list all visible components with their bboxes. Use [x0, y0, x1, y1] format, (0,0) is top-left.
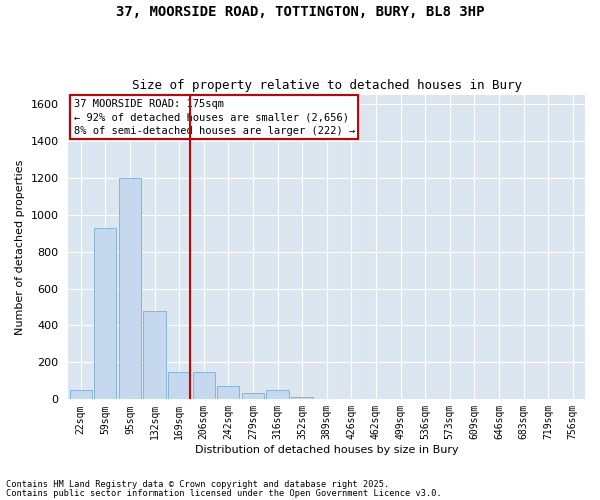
Text: 37, MOORSIDE ROAD, TOTTINGTON, BURY, BL8 3HP: 37, MOORSIDE ROAD, TOTTINGTON, BURY, BL8…	[116, 5, 484, 19]
Bar	[143, 310, 166, 400]
Bar	[266, 390, 289, 400]
Title: Size of property relative to detached houses in Bury: Size of property relative to detached ho…	[132, 79, 522, 92]
Bar	[242, 393, 264, 400]
Y-axis label: Number of detached properties: Number of detached properties	[15, 160, 25, 334]
Text: 37 MOORSIDE ROAD: 175sqm
← 92% of detached houses are smaller (2,656)
8% of semi: 37 MOORSIDE ROAD: 175sqm ← 92% of detach…	[74, 99, 355, 136]
Bar	[217, 386, 239, 400]
Bar	[119, 178, 141, 400]
Text: Contains public sector information licensed under the Open Government Licence v3: Contains public sector information licen…	[6, 489, 442, 498]
Bar	[291, 397, 313, 400]
Bar	[168, 372, 190, 400]
Bar	[193, 372, 215, 400]
Text: Contains HM Land Registry data © Crown copyright and database right 2025.: Contains HM Land Registry data © Crown c…	[6, 480, 389, 489]
Bar	[70, 390, 92, 400]
Bar	[94, 228, 116, 400]
X-axis label: Distribution of detached houses by size in Bury: Distribution of detached houses by size …	[195, 445, 458, 455]
